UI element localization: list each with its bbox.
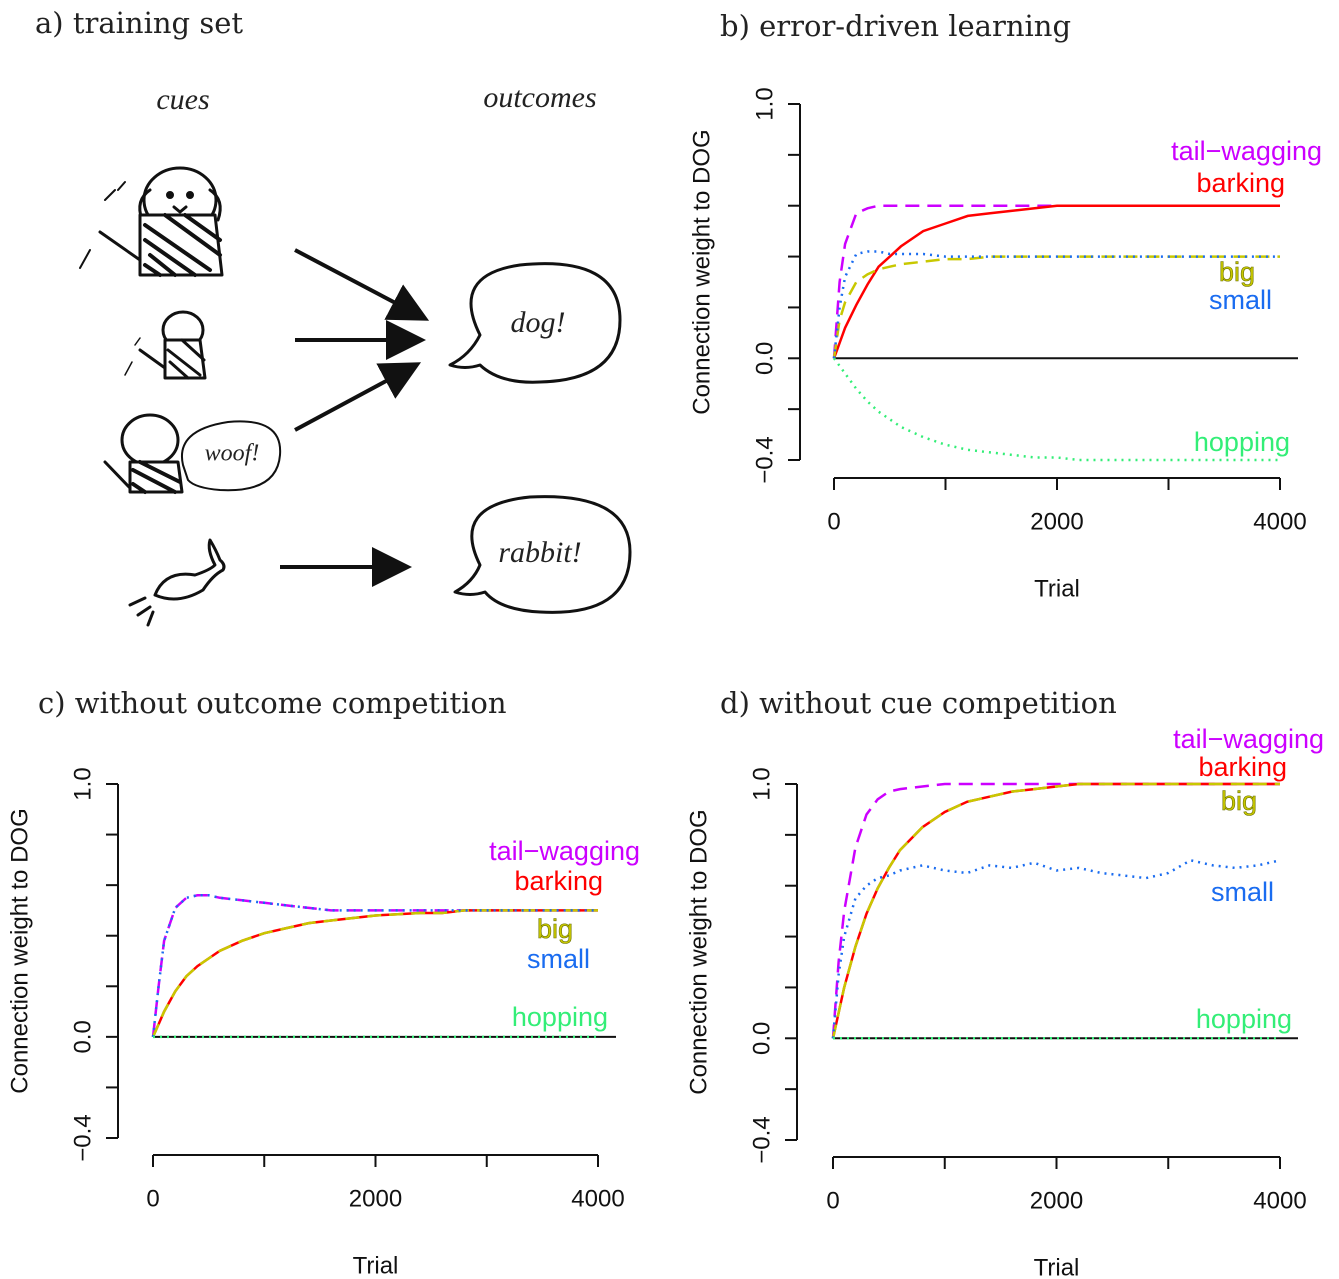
series-line	[831, 782, 1280, 1039]
series-label: small	[1211, 877, 1274, 907]
outcomes-label: outcomes	[483, 81, 596, 114]
series-label: tail−wagging	[1173, 724, 1324, 754]
panel-title: a) training set	[35, 6, 243, 40]
y-axis-label: Connection weight to DOG	[685, 809, 712, 1094]
x-axis-label: Trial	[1034, 575, 1080, 602]
series-label: tail−wagging	[1171, 136, 1322, 166]
y-tick-label: 0.0	[748, 1022, 775, 1055]
dog-small	[124, 310, 207, 380]
series-line	[831, 782, 1280, 1039]
x-tick-label: 0	[827, 508, 840, 535]
series-label: barking	[1198, 752, 1287, 782]
chart: d) without cue competition −0.4 0.0 1.0 0 200…	[685, 686, 1324, 1279]
chart-title: b) error-driven learning	[720, 9, 1071, 43]
chart-title: c) without outcome competition	[38, 686, 507, 720]
x-axis-label: Trial	[1034, 1254, 1080, 1279]
series-label: big	[537, 914, 573, 944]
x-axis-label: Trial	[353, 1252, 399, 1279]
rabbit-bubble	[453, 495, 632, 614]
dog-woof	[103, 413, 282, 494]
y-tick-label: 1.0	[69, 767, 96, 800]
y-tick-label: 1.0	[748, 767, 775, 800]
rabbit	[128, 538, 226, 627]
x-tick-label: 2000	[1030, 1187, 1083, 1214]
dog-large	[79, 166, 224, 277]
x-tick-label: 2000	[349, 1185, 402, 1212]
series-label: hopping	[1194, 427, 1290, 457]
chart: c) without outcome competition −0.4 0.0 1.0…	[6, 686, 640, 1279]
x-tick-label: 0	[146, 1185, 159, 1212]
arrows	[280, 248, 430, 587]
cues-label: cues	[156, 83, 209, 116]
series-label: small	[1209, 285, 1272, 315]
dog-bubble	[448, 262, 622, 384]
series-label: barking	[514, 866, 603, 896]
series-line	[831, 782, 1280, 1039]
series-label: tail−wagging	[489, 836, 640, 866]
y-tick-label: −0.4	[69, 1114, 96, 1161]
y-tick-label: 1.0	[751, 87, 778, 120]
series-label: hopping	[512, 1002, 608, 1032]
x-tick-label: 4000	[1253, 508, 1306, 535]
series-label: big	[1219, 257, 1255, 287]
dog-text: dog!	[511, 306, 566, 339]
y-tick-label: −0.4	[751, 436, 778, 483]
y-axis-label: Connection weight to DOG	[688, 129, 715, 414]
woof-text: woof!	[205, 441, 260, 467]
x-tick-label: 0	[826, 1187, 839, 1214]
series-line	[832, 204, 1280, 359]
y-axis-label: Connection weight to DOG	[6, 808, 33, 1093]
y-tick-label: 0.0	[69, 1020, 96, 1053]
x-tick-label: 4000	[571, 1185, 624, 1212]
chart: b) error-driven learning −0.4 0.0 1.0 0 2000 4…	[688, 9, 1322, 602]
x-tick-label: 2000	[1030, 508, 1083, 535]
series-label: barking	[1196, 168, 1285, 198]
rabbit-text: rabbit!	[498, 536, 581, 569]
series-line	[832, 250, 1280, 359]
series-label: hopping	[1196, 1004, 1292, 1034]
chart-title: d) without cue competition	[720, 686, 1117, 720]
y-tick-label: −0.4	[748, 1116, 775, 1163]
series-line	[832, 204, 1280, 359]
series-label: big	[1221, 786, 1257, 816]
y-tick-label: 0.0	[751, 342, 778, 375]
x-tick-label: 4000	[1253, 1187, 1306, 1214]
panel-a: a) training set cues outcomes	[35, 6, 632, 627]
series-label: small	[527, 944, 590, 974]
series-line	[151, 894, 598, 1038]
